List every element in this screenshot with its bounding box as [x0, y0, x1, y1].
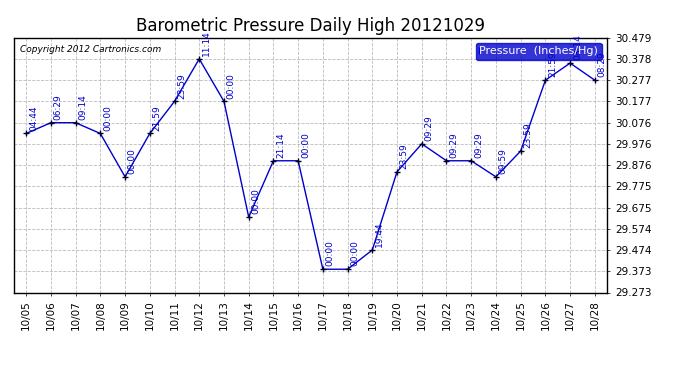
Text: 00:00: 00:00	[128, 148, 137, 174]
Text: 11:14: 11:14	[202, 30, 211, 56]
Text: Copyright 2012 Cartronics.com: Copyright 2012 Cartronics.com	[20, 45, 161, 54]
Text: 09:14: 09:14	[79, 94, 88, 120]
Text: 23:59: 23:59	[177, 73, 186, 99]
Text: 00:00: 00:00	[227, 73, 236, 99]
Text: 09:29: 09:29	[424, 116, 433, 141]
Text: 00:00: 00:00	[351, 241, 359, 267]
Text: 23:59: 23:59	[400, 143, 408, 169]
Text: 00:00: 00:00	[251, 188, 260, 214]
Text: 21:59: 21:59	[548, 52, 557, 77]
Text: 23:59: 23:59	[524, 123, 533, 148]
Title: Barometric Pressure Daily High 20121029: Barometric Pressure Daily High 20121029	[136, 16, 485, 34]
Text: 19:44: 19:44	[375, 222, 384, 247]
Text: 21:59: 21:59	[152, 105, 161, 131]
Text: 00:00: 00:00	[301, 132, 310, 158]
Text: 09:29: 09:29	[474, 132, 483, 158]
Text: 08:14: 08:14	[573, 34, 582, 60]
Text: 09:59: 09:59	[499, 148, 508, 174]
Text: 00:00: 00:00	[103, 105, 112, 131]
Text: 21:14: 21:14	[276, 132, 285, 158]
Text: 08:29: 08:29	[598, 52, 607, 77]
Text: 06:29: 06:29	[54, 94, 63, 120]
Text: 04:44: 04:44	[29, 105, 38, 131]
Text: 00:00: 00:00	[326, 241, 335, 267]
Text: 09:29: 09:29	[449, 132, 458, 158]
Legend: Pressure  (Inches/Hg): Pressure (Inches/Hg)	[476, 43, 602, 60]
